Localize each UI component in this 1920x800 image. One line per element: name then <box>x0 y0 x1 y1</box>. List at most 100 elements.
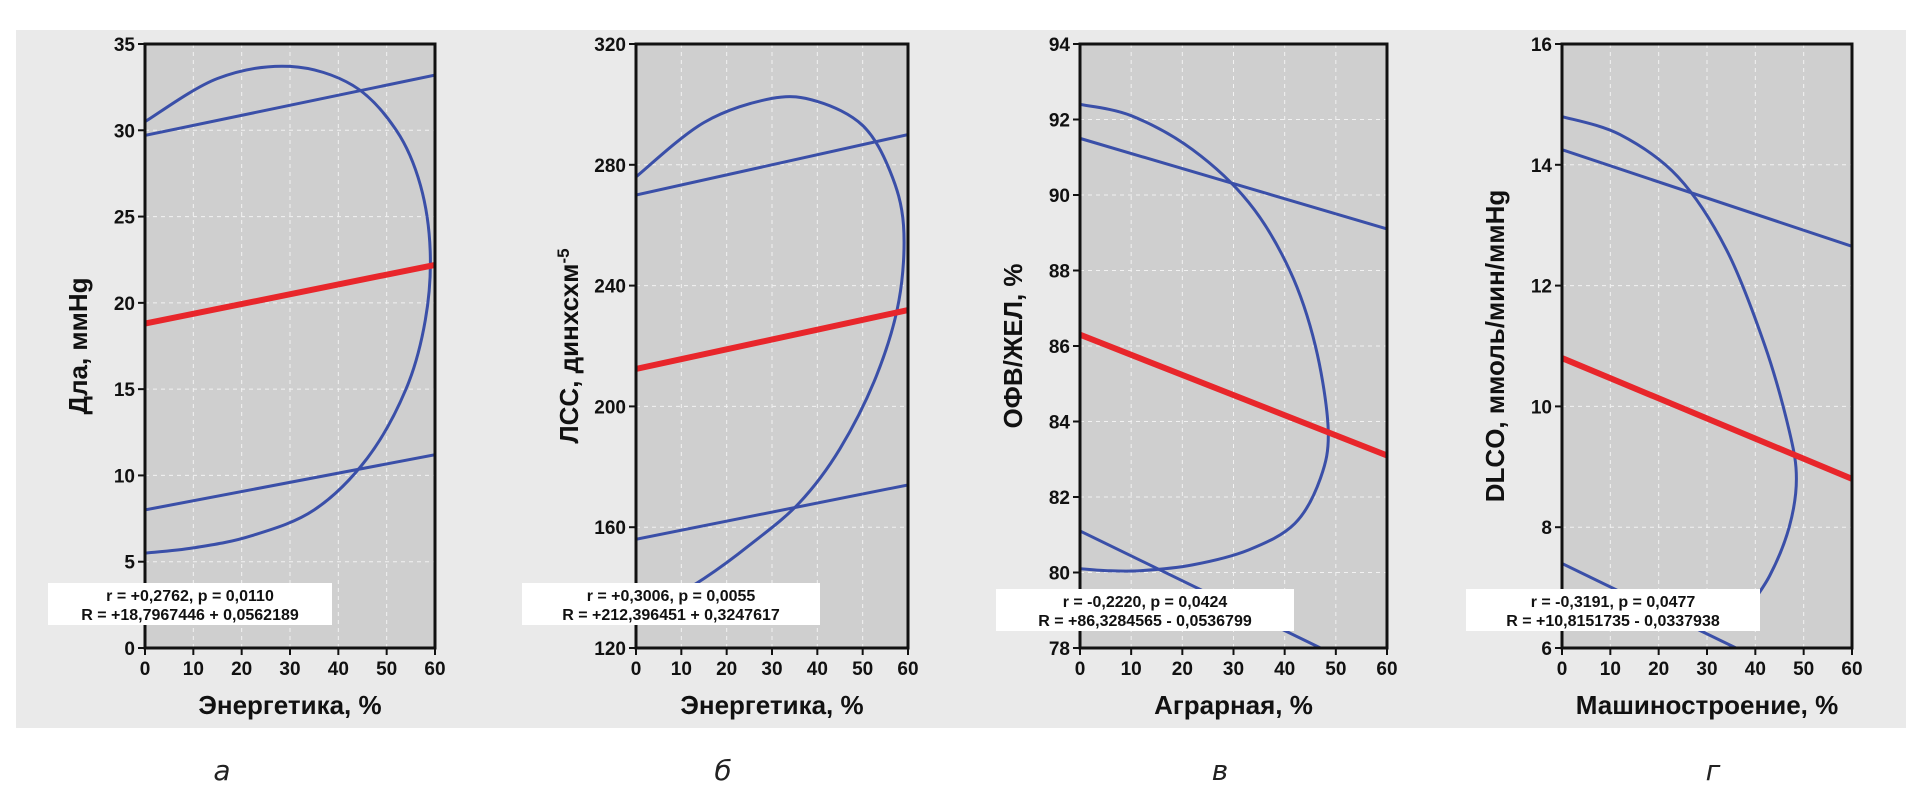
confidence-line-upper <box>1562 148 1852 248</box>
chart-panel-1: 0 10 20 30 40 50 60 0 5 10 15 20 25 30 35 Энергетика, %… <box>48 35 446 787</box>
y-tick-label: 80 <box>1049 564 1070 585</box>
y-tick-label: 86 <box>1049 337 1070 358</box>
data-layer <box>145 64 435 555</box>
plot-area <box>1562 44 1852 648</box>
y-tick-label: 90 <box>1049 186 1070 207</box>
y-tick-label: 10 <box>1531 397 1552 418</box>
y-tick-label: 15 <box>114 380 136 401</box>
x-tick-label: 20 <box>1648 659 1669 680</box>
y-tick-label: 320 <box>594 35 626 56</box>
y-tick-label: 280 <box>594 156 626 177</box>
y-tick-label: 5 <box>124 553 135 574</box>
y-tick-label: 88 <box>1049 262 1070 283</box>
annotation-box <box>522 583 820 625</box>
y-tick-label: 14 <box>1531 156 1553 177</box>
y-tick-label: 240 <box>594 277 626 298</box>
x-tick-label: 30 <box>1223 659 1244 680</box>
x-tick-label: 10 <box>1121 659 1142 680</box>
x-tick-label: 0 <box>1557 659 1568 680</box>
annotation-equation: R = +212,396451 + 0,3247617 <box>562 607 780 624</box>
x-tick-label: 60 <box>1841 659 1862 680</box>
x-axis-title: Энергетика, % <box>680 690 863 720</box>
chart-panel-3: 0 10 20 30 40 50 60 78 80 82 84 86 88 90 92 94 Аграрная,… <box>996 35 1398 787</box>
confidence-line-lower <box>636 483 908 541</box>
annotation-equation: R = +10,8151735 - 0,0337938 <box>1506 613 1720 630</box>
y-tick-label: 84 <box>1049 413 1071 434</box>
regression-line <box>636 307 908 372</box>
annotation-box <box>48 583 332 625</box>
annotation-correlation: r = -0,2220, p = 0,0424 <box>1063 594 1228 611</box>
annotation-correlation: r = +0,3006, p = 0,0055 <box>587 588 756 605</box>
y-tick-label: 20 <box>114 294 135 315</box>
y-tick-label: 120 <box>594 639 626 660</box>
x-tick-label: 50 <box>1325 659 1346 680</box>
annotation-correlation: r = +0,2762, p = 0,0110 <box>106 588 274 605</box>
x-tick-label: 20 <box>231 659 252 680</box>
x-tick-label: 60 <box>424 659 445 680</box>
x-tick-label: 50 <box>1793 659 1814 680</box>
x-tick-label: 10 <box>183 659 204 680</box>
y-tick-label: 6 <box>1541 639 1552 660</box>
y-tick-label: 8 <box>1541 518 1552 539</box>
y-tick-label: 160 <box>594 518 626 539</box>
x-tick-label: 30 <box>279 659 300 680</box>
y-tick-label: 35 <box>114 35 136 56</box>
regression-line <box>1080 331 1387 459</box>
confidence-ellipse <box>636 95 906 614</box>
annotation-correlation: r = -0,3191, p = 0,0477 <box>1531 594 1696 611</box>
y-tick-label: 0 <box>124 639 135 660</box>
x-tick-label: 10 <box>671 659 692 680</box>
y-axis-title: ЛСС, динхсхм-5 <box>554 248 585 443</box>
x-axis-title: Энергетика, % <box>198 690 381 720</box>
x-tick-label: 20 <box>1172 659 1193 680</box>
y-axis-title: Дла, ммHg <box>63 277 93 414</box>
confidence-line-lower <box>145 453 435 512</box>
y-tick-label: 92 <box>1049 111 1070 132</box>
x-axis-title: Аграрная, % <box>1154 690 1313 720</box>
annotation-equation: R = +18,7967446 + 0,0562189 <box>81 607 299 624</box>
x-tick-label: 40 <box>1745 659 1766 680</box>
y-tick-label: 25 <box>114 208 136 229</box>
confidence-ellipse <box>1562 115 1798 613</box>
y-tick-label: 82 <box>1049 488 1070 509</box>
data-layer <box>636 95 908 614</box>
confidence-ellipse <box>1080 102 1330 573</box>
annotation-box <box>1466 589 1760 631</box>
x-tick-label: 50 <box>852 659 873 680</box>
x-tick-label: 0 <box>631 659 642 680</box>
confidence-line-upper <box>1080 136 1387 231</box>
confidence-ellipse <box>145 64 432 555</box>
y-tick-label: 30 <box>114 121 135 142</box>
x-tick-label: 30 <box>1696 659 1717 680</box>
panel-letter: а <box>213 754 230 787</box>
x-tick-label: 40 <box>1274 659 1295 680</box>
x-tick-label: 40 <box>328 659 349 680</box>
x-tick-label: 20 <box>716 659 737 680</box>
chart-panel-4: 0 10 20 30 40 50 60 6 8 10 12 14 16 Машиностроение, %… <box>1466 35 1863 787</box>
x-tick-label: 50 <box>376 659 397 680</box>
x-tick-label: 10 <box>1600 659 1621 680</box>
annotation-equation: R = +86,3284565 - 0,0536799 <box>1038 613 1252 630</box>
x-tick-label: 60 <box>1376 659 1397 680</box>
y-tick-label: 10 <box>114 466 135 487</box>
x-axis-title: Машиностроение, % <box>1576 690 1838 720</box>
panel-letter: в <box>1212 754 1229 787</box>
panel-letter: б <box>714 754 731 787</box>
x-tick-label: 0 <box>1075 659 1086 680</box>
y-tick-label: 200 <box>594 397 626 418</box>
y-tick-label: 12 <box>1531 277 1552 298</box>
x-tick-label: 30 <box>761 659 782 680</box>
x-tick-label: 0 <box>140 659 151 680</box>
annotation-box <box>996 589 1294 631</box>
confidence-line-upper <box>636 133 908 197</box>
y-axis-title: ОФВ/ЖЕЛ, % <box>998 263 1028 428</box>
y-tick-label: 16 <box>1531 35 1552 56</box>
x-tick-label: 60 <box>897 659 918 680</box>
y-tick-label: 78 <box>1049 639 1070 660</box>
x-tick-label: 40 <box>807 659 828 680</box>
y-axis-title: DLCO, ммоль/мин/ммHg <box>1480 190 1510 502</box>
regression-line <box>1562 355 1852 482</box>
chart-panel-2: 0 10 20 30 40 50 60 120 160 200 240 280 320 Энергетик… <box>522 35 919 787</box>
